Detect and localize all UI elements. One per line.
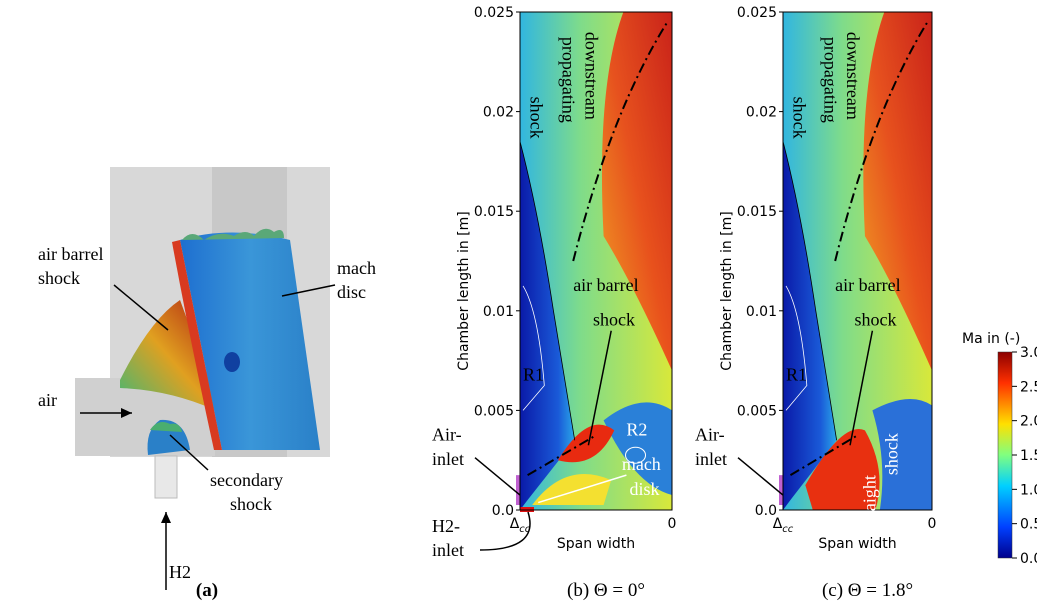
leader (587, 330, 612, 446)
colorbar-tick-label: 2.0 (1020, 414, 1037, 430)
y-tick-label: 0.02 (746, 105, 777, 121)
r1-contour (522, 285, 545, 411)
leader (479, 511, 531, 551)
plot-frame (519, 11, 673, 511)
annotation: shock (882, 433, 902, 475)
annotation: R2 (626, 419, 647, 439)
annotation: mach (622, 454, 661, 474)
contour-plot (516, 11, 673, 512)
x-axis-label: Span width (557, 536, 635, 552)
label: secondary (210, 470, 283, 490)
annotation: air barrel (835, 275, 900, 295)
label: shock (230, 494, 272, 514)
annotation: downstream (843, 32, 863, 120)
r1-contour (785, 285, 808, 411)
annotation: downstream (581, 32, 601, 120)
plot-frame (782, 11, 933, 511)
annotation: shock (789, 97, 809, 139)
label: air (38, 390, 57, 410)
annotation: inlet (432, 449, 464, 469)
colorbar-tick-label: 2.5 (1020, 379, 1037, 395)
y-tick-label: 0.01 (483, 304, 514, 320)
annotation: shock (855, 310, 897, 330)
x-tick-symbol: Δ (773, 516, 783, 532)
colorbar-tick-label: 1.5 (1020, 448, 1037, 464)
leader (849, 330, 874, 446)
colorbar-tick-label: 0.0 (1020, 551, 1037, 567)
y-tick-label: 0.005 (474, 403, 514, 419)
colorbar-tick-label: 3.0 (1020, 345, 1037, 361)
contour-line (519, 141, 576, 441)
contour-line (782, 141, 838, 441)
y-axis-label: Chamber length in [m] (719, 211, 735, 370)
annotation: propagating (559, 37, 579, 123)
label: disc (337, 282, 366, 302)
colorbar-tick-label: 1.0 (1020, 482, 1037, 498)
dash-dot (789, 434, 859, 476)
x-tick-label: 0 (928, 516, 937, 532)
annotation: disk (629, 479, 659, 499)
colorbar-title: Ma in (-) (962, 331, 1020, 347)
shock-lens (805, 428, 880, 510)
annotation: H2- (432, 516, 460, 536)
y-tick-label: 0.025 (737, 5, 777, 21)
x-axis-label: Span width (818, 536, 896, 552)
x-tick-subscript: cc (782, 524, 793, 535)
annotation: inlet (695, 449, 727, 469)
caption: (b) Θ = 0° (567, 580, 645, 601)
high-mach-region (601, 12, 672, 371)
annotation: air barrel (573, 275, 638, 295)
x-tick-subscript: cc (519, 524, 530, 535)
caption: (c) Θ = 1.8° (822, 580, 913, 601)
dash-dot (527, 434, 597, 477)
x-tick-symbol: Δ (510, 516, 520, 532)
low-mach-region (603, 402, 672, 496)
annotation: R1 (786, 365, 807, 385)
y-tick-label: 0.015 (737, 204, 777, 220)
render-3d (75, 167, 336, 590)
annotation: Air- (432, 424, 462, 444)
leader (737, 457, 784, 496)
contour-plot (779, 11, 933, 511)
y-tick-label: 0.0 (492, 503, 514, 519)
annotation: shock (527, 97, 547, 139)
air-inlet-mark (516, 475, 520, 506)
annotation: R1 (523, 365, 544, 385)
low-mach-region (783, 141, 837, 511)
x-tick-label: Δcc (510, 516, 531, 535)
label: H2 (169, 562, 191, 582)
y-axis-label: Chamber length in [m] (456, 211, 472, 370)
y-tick-label: 0.0 (755, 503, 777, 519)
caption: (a) (196, 580, 218, 601)
annotation: inlet (432, 540, 464, 560)
leader (538, 474, 627, 504)
r2-contour (625, 446, 647, 464)
x-tick-label: Δcc (773, 516, 794, 535)
y-tick-label: 0.015 (474, 204, 514, 220)
yellow-core (532, 473, 612, 506)
colorbar-tick-label: 0.5 (1020, 517, 1037, 533)
annotation: shock (593, 310, 635, 330)
label: mach (337, 258, 376, 278)
y-tick-label: 0.02 (483, 105, 514, 121)
dash-dot (834, 21, 929, 262)
air-inlet-mark (779, 475, 783, 506)
leader (474, 457, 521, 496)
dash-dot (572, 21, 669, 262)
annotation: Air- (695, 424, 725, 444)
low-mach-region (872, 399, 932, 510)
y-tick-label: 0.005 (737, 403, 777, 419)
y-tick-label: 0.01 (746, 304, 777, 320)
low-mach-region (520, 141, 575, 511)
x-tick-label: 0 (668, 516, 677, 532)
annotation: straight (859, 475, 879, 529)
annotation: propagating (821, 37, 841, 123)
label: shock (38, 268, 80, 288)
y-tick-label: 0.025 (474, 5, 514, 21)
label: air barrel (38, 244, 103, 264)
shock-lens (558, 424, 615, 463)
high-mach-region (863, 12, 932, 371)
colorbar (997, 351, 1013, 559)
